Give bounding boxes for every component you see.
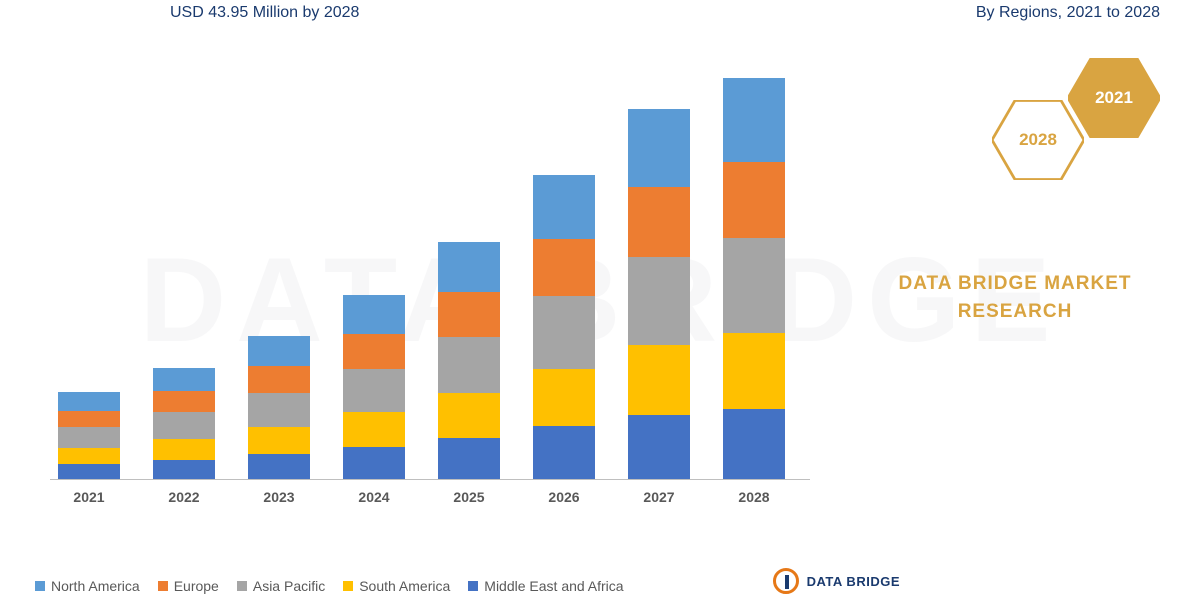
legend-label: South America (359, 578, 450, 594)
bar-segment (248, 366, 310, 393)
bar-segment (153, 391, 215, 412)
bar-segment (58, 448, 120, 464)
bar-segment (533, 239, 595, 297)
bar-segment (438, 337, 500, 394)
bar-segment (628, 257, 690, 345)
bar-segment (58, 464, 120, 479)
bar-group: 2021 (58, 392, 120, 479)
legend-item: South America (343, 578, 450, 594)
bar-segment (438, 292, 500, 337)
hex-label-2021: 2021 (1095, 88, 1133, 108)
bar-segment (438, 242, 500, 292)
bar-group: 2024 (343, 295, 405, 479)
legend-item: Middle East and Africa (468, 578, 623, 594)
bar-segment (343, 295, 405, 334)
chart-legend: North America Europe Asia Pacific South Ame… (35, 578, 835, 594)
bar-segment (628, 345, 690, 415)
legend-label: North America (51, 578, 140, 594)
bar-segment (248, 393, 310, 427)
bar-group: 2022 (153, 368, 215, 479)
bar-segment (628, 415, 690, 479)
bar-segment (153, 412, 215, 438)
legend-item: North America (35, 578, 140, 594)
bar-segment (343, 412, 405, 447)
bar-segment (343, 369, 405, 413)
bar-segment (533, 296, 595, 368)
bar-segment (248, 336, 310, 366)
brand-line-2: RESEARCH (890, 298, 1140, 326)
footer-logo-text: DATA BRIDGE (807, 574, 900, 589)
legend-label: Asia Pacific (253, 578, 325, 594)
x-axis-label: 2021 (58, 489, 120, 505)
bar-group: 2023 (248, 336, 310, 479)
bar-segment (533, 426, 595, 479)
bar-segment (723, 409, 785, 479)
legend-swatch (35, 581, 45, 591)
bar-segment (58, 427, 120, 448)
bar-segment (628, 109, 690, 187)
bar-segment (248, 454, 310, 479)
bar-group: 2028 (723, 78, 785, 479)
hex-label-2028: 2028 (1019, 130, 1057, 150)
legend-swatch (343, 581, 353, 591)
legend-label: Middle East and Africa (484, 578, 623, 594)
bar-segment (438, 438, 500, 479)
chart-plot: 2021 2022 2023 2024 2025 2026 2027 2028 (50, 60, 810, 480)
bar-segment (628, 187, 690, 257)
bar-group: 2026 (533, 175, 595, 479)
legend-swatch (468, 581, 478, 591)
bar-segment (343, 447, 405, 479)
bar-segment (58, 392, 120, 410)
x-axis-label: 2025 (438, 489, 500, 505)
bar-segment (723, 333, 785, 409)
bar-segment (533, 175, 595, 239)
bar-segment (153, 368, 215, 392)
legend-item: Asia Pacific (237, 578, 325, 594)
legend-item: Europe (158, 578, 219, 594)
bar-group: 2025 (438, 242, 500, 479)
legend-label: Europe (174, 578, 219, 594)
x-axis-label: 2024 (343, 489, 405, 505)
bar-segment (438, 393, 500, 438)
legend-swatch (237, 581, 247, 591)
header-left-subtitle: USD 43.95 Million by 2028 (170, 4, 359, 22)
legend-swatch (158, 581, 168, 591)
bar-segment (153, 439, 215, 460)
bar-segment (153, 460, 215, 479)
header-right-subtitle: By Regions, 2021 to 2028 (976, 4, 1160, 22)
bar-segment (58, 411, 120, 427)
x-axis-label: 2028 (723, 489, 785, 505)
x-axis-label: 2027 (628, 489, 690, 505)
bar-segment (248, 427, 310, 454)
x-axis-label: 2022 (153, 489, 215, 505)
footer-logo: DATA BRIDGE (773, 568, 900, 594)
bar-segment (723, 78, 785, 162)
right-panel: 2028 2021 DATA BRIDGE MARKET RESEARCH (860, 40, 1170, 540)
hex-badge-2021: 2021 (1068, 58, 1160, 138)
brand-line-1: DATA BRIDGE MARKET (890, 270, 1140, 298)
bar-segment (723, 162, 785, 238)
bar-segment (723, 238, 785, 333)
bar-segment (533, 369, 595, 427)
footer-logo-icon (773, 568, 799, 594)
x-axis-label: 2026 (533, 489, 595, 505)
chart-container: 2021 2022 2023 2024 2025 2026 2027 2028 (40, 50, 830, 510)
bar-segment (343, 334, 405, 369)
brand-text: DATA BRIDGE MARKET RESEARCH (890, 270, 1140, 325)
bar-group: 2027 (628, 109, 690, 479)
x-axis-label: 2023 (248, 489, 310, 505)
